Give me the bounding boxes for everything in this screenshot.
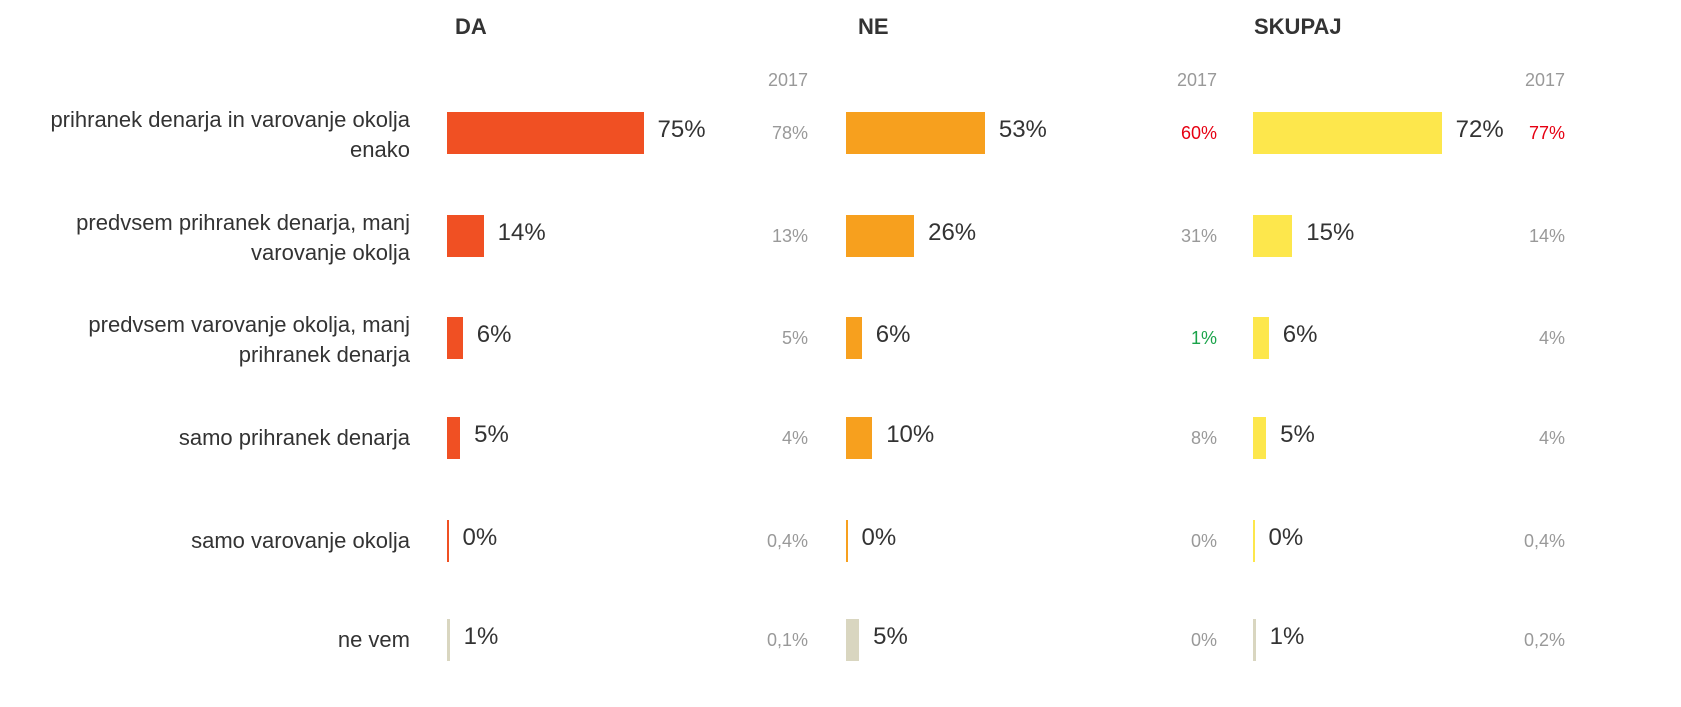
comparison-label: 0,2% [1524,630,1566,650]
value-label: 53% [998,116,1047,143]
comparison-label: 4% [1539,428,1566,448]
comparison-label: 14% [1529,226,1566,246]
value-label: 6% [1282,321,1318,348]
bar [846,112,985,154]
panel-title: SKUPAJ [1254,14,1342,39]
bar [846,317,862,359]
bar [846,215,915,257]
bar [447,520,449,562]
bar [447,317,463,359]
category-label: prihranek denarja in varovanje okolja en… [50,107,410,162]
bar [846,619,860,661]
bar [1253,520,1255,562]
category-label: predvsem varovanje okolja, manj prihrane… [88,312,410,367]
comparison-label: 0,4% [1524,531,1566,551]
value-label: 10% [886,421,935,448]
category-label: samo prihranek denarja [178,425,410,450]
value-label: 0% [462,524,498,551]
comparison-label: 4% [1539,328,1566,348]
category-label: predvsem prihranek denarja, manj varovan… [76,210,410,265]
bar [447,215,484,257]
value-label: 0% [861,524,897,551]
bar [1253,215,1293,257]
bar [846,417,873,459]
comparison-header: 2017 [1177,70,1218,90]
comparison-label: 8% [1191,428,1218,448]
value-label: 14% [497,219,546,246]
value-label: 6% [875,321,911,348]
comparison-label: 4% [782,428,809,448]
bar [1253,317,1269,359]
comparison-label: 13% [772,226,809,246]
comparison-label: 77% [1529,123,1566,143]
comparison-label: 60% [1181,123,1218,143]
bar [447,417,461,459]
value-label: 5% [873,623,908,650]
value-label: 75% [657,116,706,143]
bar [447,619,450,661]
category-label: samo varovanje okolja [191,528,410,553]
comparison-label: 0,4% [767,531,809,551]
value-label: 5% [474,421,509,448]
comparison-label: 78% [772,123,809,143]
bar [1253,417,1267,459]
value-label: 26% [928,219,977,246]
comparison-header: 2017 [768,70,809,90]
bar [846,520,848,562]
category-label: ne vem [337,627,410,652]
value-label: 1% [1269,623,1305,650]
comparison-label: 0% [1191,630,1218,650]
value-label: 72% [1455,116,1504,143]
comparison-label: 5% [782,328,809,348]
panel-title: NE [858,14,889,39]
panel-title: DA [455,14,487,39]
comparison-label: 0,1% [767,630,809,650]
comparison-header: 2017 [1525,70,1566,90]
comparison-label: 31% [1181,226,1218,246]
bar [1253,112,1442,154]
bar [447,112,644,154]
value-label: 5% [1280,421,1315,448]
comparison-label: 0% [1191,531,1218,551]
value-label: 0% [1268,524,1304,551]
bar [1253,619,1256,661]
value-label: 6% [476,321,512,348]
comparison-label: 1% [1191,328,1218,348]
value-label: 15% [1306,219,1355,246]
value-label: 1% [463,623,499,650]
